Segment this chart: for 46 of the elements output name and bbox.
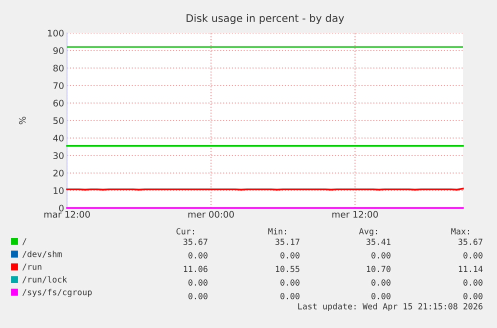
x-tick-label: mer 12:00: [332, 210, 378, 218]
text: 35.67: [458, 238, 482, 245]
text: Cur:: [176, 228, 194, 234]
y-tick-label: 30: [53, 152, 64, 160]
text: 0.00: [188, 292, 208, 300]
y-tick-label: 10: [54, 187, 64, 194]
legend-label: /sys/fs/cgroup: [22, 288, 92, 297]
text: 0.00: [280, 252, 300, 259]
y-tick-label: 20: [53, 170, 64, 177]
x-tick-label: mar 12:00: [44, 210, 90, 218]
text: 0.00: [188, 252, 208, 259]
text: 10.55: [276, 266, 300, 272]
text: 0.00: [280, 292, 300, 300]
x-tick-label: mer 00:00: [188, 210, 234, 218]
text: Min:: [268, 228, 286, 234]
legend-label: /run/lock: [22, 276, 68, 284]
legend-label: /run: [22, 264, 42, 271]
text: 11.06: [184, 266, 208, 272]
legend-label: /dev/shm: [22, 250, 62, 258]
y-tick-label: 40: [53, 134, 64, 142]
text: 0.00: [280, 279, 300, 286]
text: 0.00: [463, 279, 482, 286]
y-axis-title: %: [18, 116, 26, 124]
text: 0.00: [188, 279, 208, 286]
text: Last update: Wed Apr 15 21:15:08 2026: [298, 302, 482, 312]
text: 0.00: [371, 279, 390, 286]
text: Max:: [451, 228, 469, 234]
y-tick-label: 100: [48, 30, 64, 37]
text: 35.41: [366, 238, 390, 245]
y-tick-label: 90: [53, 47, 64, 54]
text: 0.00: [463, 292, 482, 300]
y-tick-label: 80: [53, 64, 64, 72]
text: 0.00: [463, 252, 482, 259]
text: 0.00: [371, 292, 390, 300]
chart-title: Disk usage in percent - by day: [186, 14, 344, 24]
y-tick-label: 60: [53, 100, 64, 107]
y-tick-label: 70: [53, 82, 64, 90]
y-tick-label: 0: [59, 204, 64, 212]
text: 35.67: [183, 238, 208, 245]
text: 35.17: [275, 238, 300, 245]
text: 0.00: [371, 252, 390, 259]
text: 11.14: [458, 266, 483, 272]
y-tick-label: 50: [53, 117, 64, 124]
text: 10.70: [366, 266, 390, 272]
legend-label: /: [22, 238, 26, 246]
text: Avg:: [359, 228, 377, 236]
